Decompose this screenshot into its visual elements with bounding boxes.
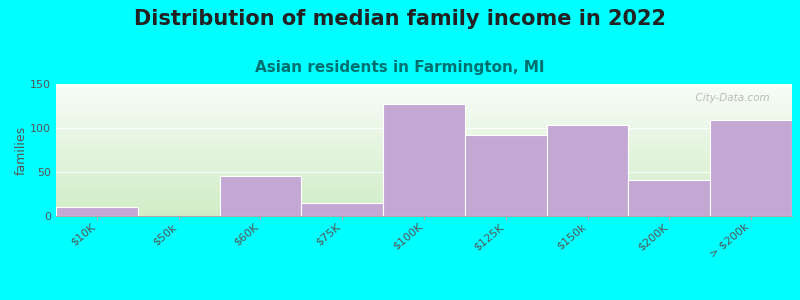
Bar [546, 125, 629, 216]
Bar [219, 176, 302, 216]
Bar [383, 104, 465, 216]
Bar [56, 207, 138, 216]
Text: Distribution of median family income in 2022: Distribution of median family income in … [134, 9, 666, 29]
Text: Asian residents in Farmington, MI: Asian residents in Farmington, MI [255, 60, 545, 75]
Text: City-Data.com: City-Data.com [690, 93, 770, 103]
Y-axis label: families: families [14, 125, 27, 175]
Bar [302, 203, 383, 216]
Bar [465, 135, 546, 216]
Bar [710, 120, 792, 216]
Bar [629, 180, 710, 216]
